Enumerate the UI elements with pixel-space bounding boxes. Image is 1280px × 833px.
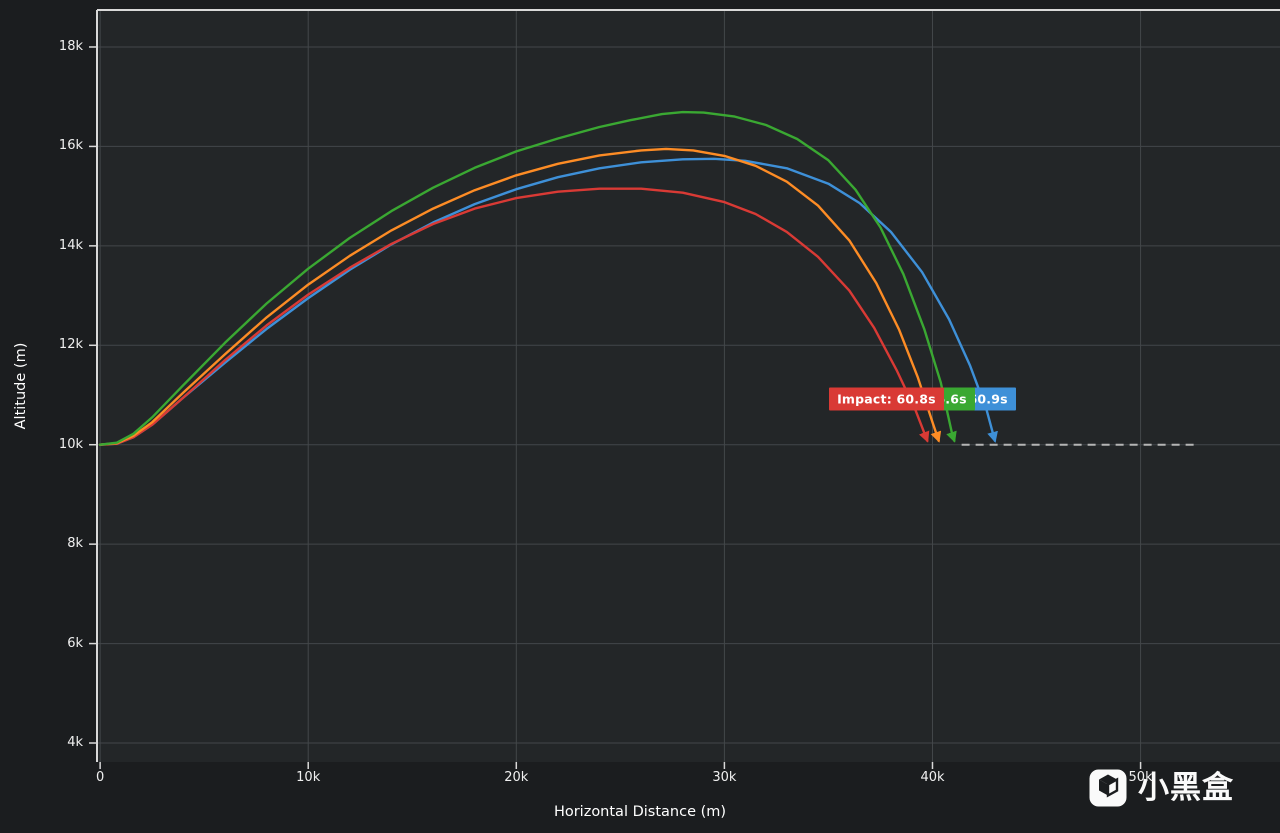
x-tick-label: 40k (920, 770, 945, 785)
y-tick-label: 4k (67, 735, 83, 750)
y-tick-label: 16k (58, 138, 83, 154)
watermark: 小黑盒 (1088, 766, 1234, 810)
y-tick-label: 10k (58, 436, 83, 452)
y-tick-label: 8k (67, 536, 83, 552)
x-tick-label: 30k (712, 770, 737, 785)
x-tick-label: 10k (296, 770, 321, 785)
impact-label-red: Impact: 60.8s (829, 387, 944, 411)
trajectory-path-orange (98, 147, 942, 446)
watermark-text: 小黑盒 (1138, 770, 1234, 806)
trajectory-path-red (98, 187, 930, 446)
y-tick-label: 12k (58, 337, 83, 353)
y-axis-title: Altitude (m) (13, 342, 29, 430)
y-tick-label: 6k (67, 635, 83, 651)
y-tick-label: 14k (58, 237, 83, 253)
plot-area (97, 10, 1280, 762)
heybox-logo-icon (1088, 768, 1128, 808)
x-tick-label: 0 (95, 770, 105, 785)
x-axis-title: Horizontal Distance (m) (553, 804, 727, 820)
x-tick-label: 50k (1128, 770, 1153, 785)
trajectory-path-green (98, 110, 957, 446)
y-tick-label: 18k (58, 38, 83, 54)
x-tick-label: 20k (504, 770, 529, 785)
